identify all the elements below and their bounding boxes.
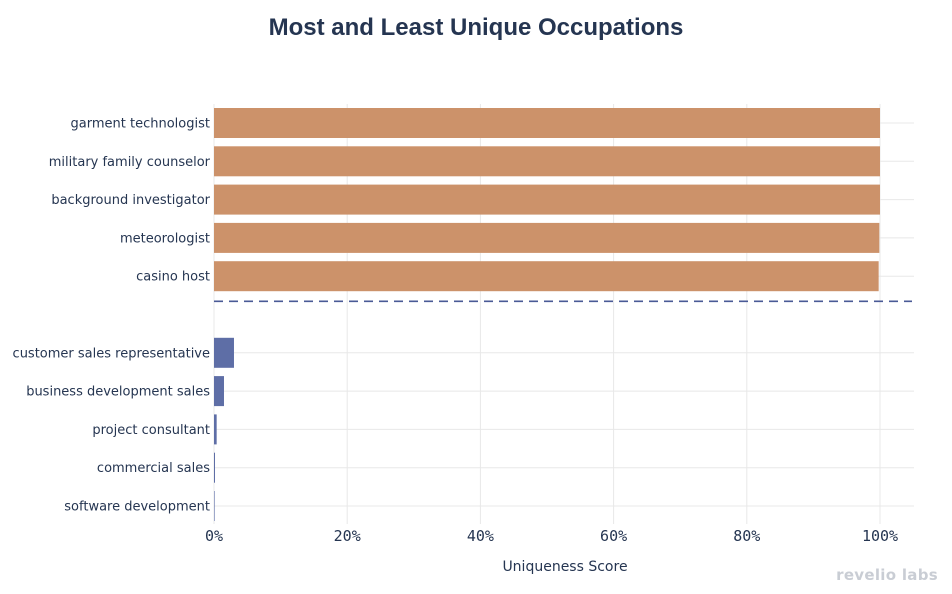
bar-commercial-sales: [214, 452, 215, 483]
category-label: customer sales representative: [13, 346, 210, 361]
bar-business-development-sales: [214, 376, 224, 407]
label-layer: garment technologist military family coun…: [13, 117, 211, 515]
x-tick-label: 20%: [334, 527, 361, 545]
x-tick-label: 60%: [600, 527, 627, 545]
tick-layer: 0% 20% 40% 60% 80% 100%: [205, 527, 898, 545]
x-tick-label: 0%: [205, 527, 223, 545]
bar-customer-sales-representative: [214, 337, 234, 368]
category-label: military family counselor: [49, 155, 211, 170]
bar-casino-host: [214, 261, 879, 292]
bar-layer: [214, 108, 880, 521]
category-label: commercial sales: [97, 461, 210, 476]
x-tick-label: 40%: [467, 527, 494, 545]
category-label: project consultant: [92, 423, 210, 438]
bar-meteorologist: [214, 222, 880, 253]
bar-software-development: [214, 491, 215, 521]
bar-military-family-counselor: [214, 146, 880, 177]
category-label: software development: [64, 500, 210, 515]
bar-background-investigator: [214, 184, 880, 215]
category-label: garment technologist: [71, 117, 210, 132]
category-label: business development sales: [26, 385, 210, 400]
revelio-labs-logo: revelio labs: [836, 566, 938, 584]
bar-garment-technologist: [214, 108, 880, 138]
category-label: background investigator: [51, 193, 210, 208]
x-tick-label: 100%: [862, 527, 898, 545]
chart-title: Most and Least Unique Occupations: [268, 14, 684, 41]
bar-project-consultant: [214, 414, 217, 445]
x-axis-title: Uniqueness Score: [502, 559, 627, 575]
category-label: casino host: [136, 270, 210, 285]
x-tick-label: 80%: [733, 527, 760, 545]
category-label: meteorologist: [120, 231, 210, 246]
